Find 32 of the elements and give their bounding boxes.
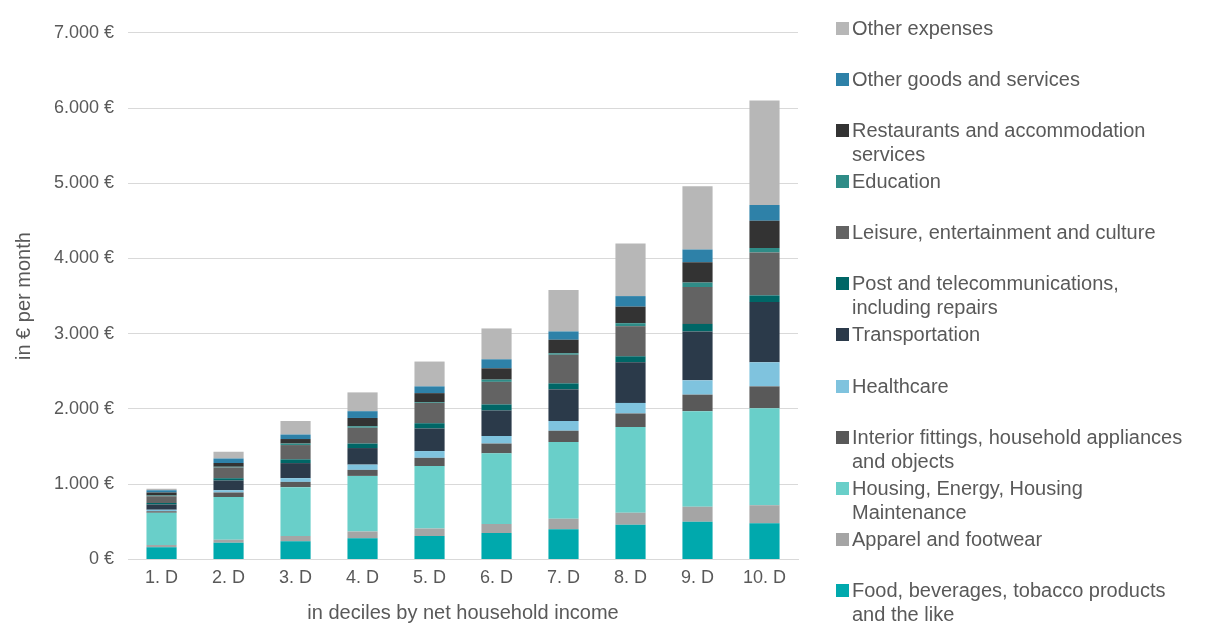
y-tick-label: 2.000 €	[53, 397, 115, 418]
legend-label: Other goods and services	[852, 67, 1080, 92]
y-axis-title: in € per month	[11, 232, 34, 361]
legend-label: Leisure, entertainment and culture	[852, 220, 1156, 245]
legend-label: Transportation	[852, 322, 981, 347]
y-tick-label: 5.000 €	[53, 172, 115, 193]
y-tick-label: 1.000 €	[53, 473, 115, 494]
y-tick-label: 0 €	[89, 548, 115, 569]
y-tick-label: 6.000 €	[53, 97, 115, 117]
legend-label: Housing, Energy, Housing Maintenance	[852, 475, 1084, 524]
y-tick-label: 7.000 €	[53, 21, 115, 42]
y-tick-label: 3.000 €	[53, 322, 115, 343]
x-tick-label: 10. D	[742, 567, 787, 588]
legend-label: Interior fittings, household appliances and objects	[852, 424, 1184, 473]
legend-label: Post and telecommunications, including repairs	[852, 271, 1120, 320]
x-tick-label: 2. D	[212, 567, 246, 588]
x-tick-label: 4. D	[346, 567, 380, 588]
legend-label: Food, beverages, tobacco products and the like	[852, 577, 1167, 626]
x-tick-label: 8. D	[614, 567, 648, 588]
y-tick-label: 4.000 €	[53, 247, 115, 268]
x-tick-label: 6. D	[480, 567, 514, 588]
legend-label: Apparel and footwear	[852, 526, 1043, 551]
legend-label: Restaurants and accommodation services	[852, 118, 1147, 167]
legend-label: Healthcare	[852, 373, 949, 398]
x-tick-label: 3. D	[279, 567, 313, 588]
x-tick-label: 1. D	[145, 567, 179, 588]
x-tick-label: 9. D	[681, 567, 715, 588]
legend-label: Education	[852, 169, 941, 194]
legend-label: Other expenses	[852, 16, 994, 40]
x-tick-label: 5. D	[413, 567, 447, 588]
x-tick-label: 7. D	[547, 567, 581, 588]
x-axis-title: in deciles by net household income	[307, 600, 619, 623]
